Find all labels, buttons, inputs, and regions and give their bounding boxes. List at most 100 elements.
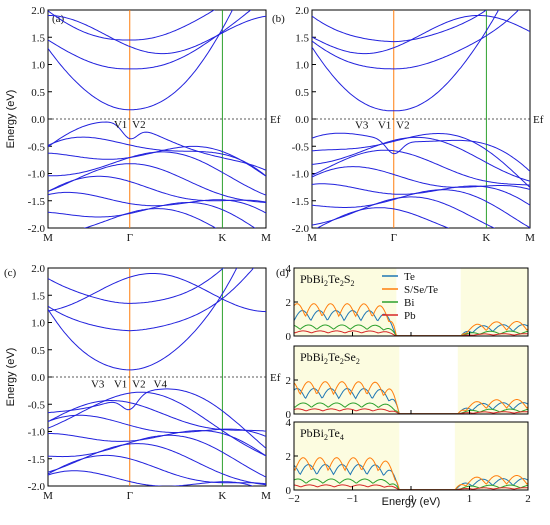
panel-d-xticks: −2 −1 0 1 2	[288, 493, 531, 505]
kpoint-label: Γ	[127, 490, 133, 502]
valence-band-0	[48, 388, 266, 449]
dos-subplot-title: PbBi2Te2Se2	[300, 350, 360, 366]
valley-label: V1	[114, 119, 127, 131]
bands-clipped	[48, 268, 266, 486]
panel-d-xlabel: Energy (eV)	[382, 496, 441, 508]
panel-a-band-structure: (a) Energy (eV) Ef 2.01.51.00.50.0-0.5-1…	[5, 5, 281, 244]
dos-xtick-label: −1	[347, 493, 359, 505]
valence-band-6	[312, 189, 530, 228]
panel-b-tag: (b)	[272, 13, 285, 25]
valley-label: V2	[132, 379, 145, 391]
ytick-label: 2.0	[31, 263, 45, 275]
panel-c-fermi-label: Ef	[270, 372, 281, 384]
panel-b-valley-labels: V3 V1 V2	[355, 119, 410, 131]
valence-band-2	[48, 145, 266, 177]
ytick-label: 0.0	[31, 372, 45, 384]
title-part: S	[344, 272, 351, 286]
title-part: PbBi	[300, 426, 325, 440]
dos-ytick-label: 2	[286, 451, 292, 463]
ytick-label: 0.5	[295, 87, 309, 99]
valence-band-4	[48, 430, 266, 457]
title-subscript: 2	[340, 357, 344, 366]
ytick-label: -0.5	[28, 141, 46, 153]
dos-ytick-label: 0	[286, 331, 292, 343]
valence-band-8	[316, 207, 450, 228]
ytick-label: -1.0	[292, 169, 310, 181]
valence-band-5	[48, 434, 266, 478]
ytick-label: 1.5	[31, 290, 45, 302]
valence-band-3	[48, 151, 266, 196]
dos-clipped	[294, 422, 528, 490]
kpoint-label: Γ	[127, 232, 133, 244]
kpoint-label: K	[482, 232, 490, 244]
dos-ytick-label: 4	[286, 263, 292, 275]
title-subscript: 2	[356, 357, 360, 366]
legend-entry: Pb	[404, 310, 416, 322]
panel-c-ylabel: Energy (eV)	[5, 348, 17, 407]
conduction-band-2	[48, 268, 225, 304]
valence-band-3	[312, 149, 530, 186]
valence-band-3	[48, 414, 266, 437]
valence-band-5	[312, 183, 530, 206]
panel-a-valley-labels: V1 V2	[114, 119, 146, 131]
valley-label: V1	[378, 119, 391, 131]
conduction-band-0	[312, 10, 500, 112]
dos-clipped	[294, 268, 528, 336]
kpoint-label: M	[261, 232, 271, 244]
panel-d-tag: (d)	[276, 267, 289, 279]
ytick-label: -2.0	[292, 223, 310, 235]
dos-xtick-label: −2	[288, 493, 300, 505]
title-part: PbBi	[300, 272, 325, 286]
dos-subplot-1: 2 0 PbBi2Te2Se2	[286, 345, 529, 421]
dos-ytick-label: 4	[286, 417, 292, 429]
kpoint-label: M	[307, 232, 317, 244]
panel-a-fermi-label: Ef	[270, 114, 281, 126]
valley-label: V1	[114, 379, 127, 391]
panel-a-bands	[48, 10, 266, 228]
panel-d-dos: (d) 420PbBi2Te2S220PbBi2Te2Se2420PbBi2Te…	[276, 263, 531, 508]
dos-ytick-label: 2	[286, 297, 292, 309]
dos-ytick-label: 0	[286, 409, 292, 421]
ytick-label: 2.0	[31, 5, 45, 17]
panel-b-fermi-label: Ef	[533, 114, 544, 126]
valence-shade	[294, 346, 400, 414]
valence-band-1	[312, 133, 530, 188]
title-part: Se	[344, 350, 356, 364]
conduction-band-2	[48, 10, 216, 41]
valley-label: V2	[396, 119, 409, 131]
ytick-label: 0.0	[295, 114, 309, 126]
valence-band-7	[312, 196, 496, 228]
panel-a-ylabel: Energy (eV)	[5, 90, 17, 149]
valley-label: V3	[355, 119, 369, 131]
valley-label: V4	[154, 379, 168, 391]
ytick-label: 0.0	[31, 114, 45, 126]
bands-clipped	[312, 10, 530, 228]
dos-xtick-label: 0	[408, 493, 414, 505]
conduction-band-0	[48, 10, 233, 111]
conduction-band-0	[48, 268, 238, 371]
ytick-label: 1.5	[31, 32, 45, 44]
conduction-band-upper	[48, 15, 266, 55]
dos-xtick-label: 1	[467, 493, 473, 505]
dos-xtick-label: 2	[525, 493, 531, 505]
ytick-label: -1.5	[28, 196, 46, 208]
ytick-label: -2.0	[28, 223, 46, 235]
valence-shade	[294, 268, 397, 336]
ytick-label: 2.0	[295, 5, 309, 17]
ytick-label: -1.5	[28, 454, 46, 466]
panel-a-yticks: 2.0 1.5 1.0 0.5 0.0 -0.5 -1.0 -1.5 -2.0	[28, 5, 52, 235]
ytick-label: -1.5	[292, 196, 310, 208]
kpoint-label: K	[218, 232, 226, 244]
ytick-label: 0.5	[31, 345, 45, 357]
conduction-shade	[460, 268, 528, 336]
panel-c-band-structure: (c) Energy (eV) Ef 2.0 1.5 1.0 0.5 0.0 -0.5 -1…	[4, 263, 281, 502]
valence-band-1	[48, 136, 266, 177]
valence-band-0	[48, 121, 266, 171]
valence-band-2	[312, 136, 530, 182]
ytick-label: -0.5	[292, 141, 310, 153]
